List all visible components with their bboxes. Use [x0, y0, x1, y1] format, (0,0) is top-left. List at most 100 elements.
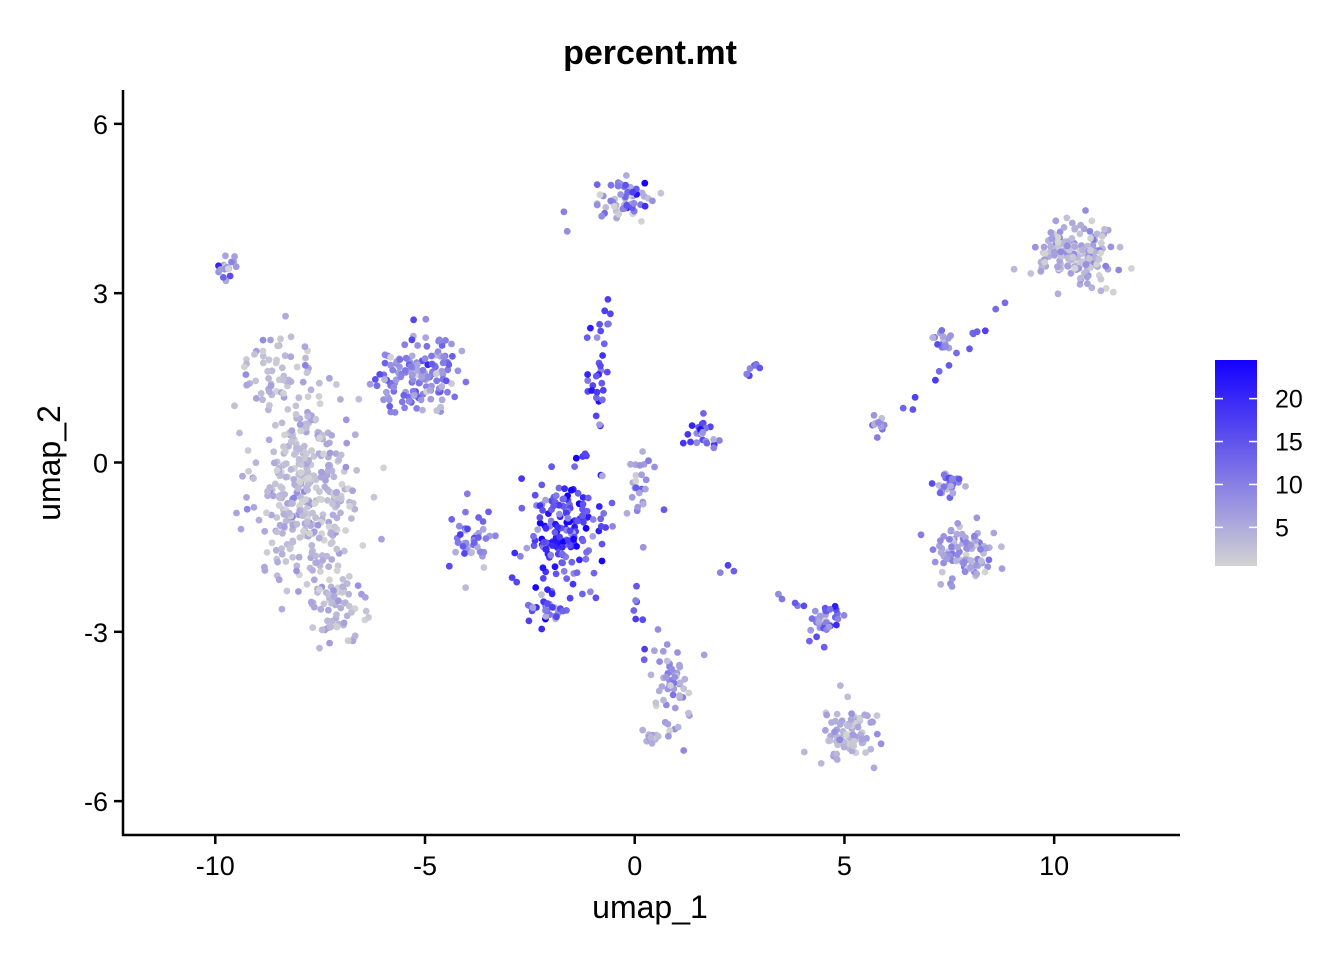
- cell-point: [592, 372, 600, 380]
- cell-point: [222, 252, 229, 260]
- cell-point: [1093, 230, 1101, 238]
- cell-point: [542, 606, 549, 614]
- cell-point: [475, 534, 482, 541]
- cell-point: [328, 556, 336, 563]
- cell-point: [1084, 280, 1091, 288]
- cell-point: [284, 406, 292, 413]
- cell-point: [243, 505, 251, 513]
- cell-point: [593, 388, 601, 396]
- cell-point: [597, 327, 605, 335]
- x-tick-label: -5: [413, 851, 437, 881]
- cell-point: [674, 649, 681, 656]
- cell-point: [1102, 285, 1110, 292]
- cell-point: [676, 692, 683, 700]
- cell-point: [574, 517, 582, 525]
- cell-point: [954, 520, 962, 527]
- cell-point: [566, 594, 574, 602]
- cell-point: [259, 352, 267, 360]
- cell-point: [1069, 253, 1076, 261]
- cell-point: [665, 732, 672, 740]
- cell-point: [419, 406, 426, 414]
- cell-point: [607, 310, 614, 318]
- colorbar: [1215, 360, 1257, 566]
- cell-point: [361, 594, 369, 601]
- cell-point: [647, 733, 655, 741]
- cell-point: [1082, 207, 1089, 214]
- cell-point: [373, 382, 381, 390]
- cell-point: [648, 739, 656, 747]
- cell-point: [929, 546, 937, 553]
- cell-point: [605, 320, 612, 328]
- cell-point: [676, 663, 684, 671]
- cell-point: [282, 517, 290, 525]
- cell-point: [542, 546, 550, 553]
- cell-point: [560, 495, 568, 503]
- cell-point: [627, 460, 634, 468]
- cell-point: [308, 549, 316, 557]
- cell-point: [958, 530, 966, 538]
- cell-point: [328, 539, 336, 546]
- cell-point: [967, 563, 975, 571]
- cell-point: [551, 563, 559, 571]
- cell-point: [967, 541, 975, 549]
- cell-point: [813, 633, 820, 641]
- cell-point: [287, 333, 295, 341]
- cell-point: [639, 500, 647, 508]
- cell-point: [931, 558, 939, 566]
- cell-point: [671, 673, 679, 681]
- cell-point: [1107, 243, 1115, 251]
- cell-point: [566, 527, 574, 535]
- cell-point: [593, 334, 601, 341]
- cell-point: [266, 402, 273, 409]
- cell-point: [281, 431, 288, 439]
- cell-point: [305, 474, 312, 482]
- cell-point: [549, 604, 556, 611]
- cell-point: [362, 607, 370, 615]
- cell-point: [378, 535, 385, 543]
- y-tick-label: 3: [93, 279, 108, 309]
- cell-point: [475, 514, 482, 521]
- cell-point: [351, 505, 359, 513]
- cell-point: [569, 580, 577, 588]
- cell-point: [710, 436, 717, 443]
- cell-point: [224, 265, 232, 273]
- cell-point: [438, 396, 446, 404]
- cell-point: [297, 469, 305, 476]
- cell-point: [539, 575, 547, 582]
- y-axis-ticks: -6 -3 0 3 6: [84, 110, 123, 817]
- cell-point: [560, 567, 568, 575]
- cell-point: [261, 527, 269, 535]
- cell-point: [413, 361, 421, 369]
- cell-point: [335, 456, 343, 464]
- cell-point: [641, 179, 649, 187]
- cell-point: [462, 378, 470, 386]
- cell-point: [317, 473, 325, 481]
- cell-point: [638, 471, 645, 479]
- cell-point: [847, 716, 855, 723]
- cell-point: [1095, 255, 1103, 263]
- cell-point: [427, 395, 435, 403]
- cell-point: [243, 494, 250, 501]
- cell-point: [280, 390, 287, 397]
- cell-point: [600, 510, 608, 517]
- cell-point: [398, 398, 406, 406]
- cell-point: [407, 363, 415, 370]
- cell-point: [242, 371, 250, 378]
- cell-point: [391, 409, 399, 416]
- cell-point: [834, 615, 842, 623]
- cell-point: [316, 400, 324, 408]
- cell-point: [461, 550, 468, 557]
- cell-point: [267, 382, 275, 390]
- cell-point: [292, 411, 300, 418]
- cell-point: [639, 616, 647, 624]
- cell-point: [628, 493, 636, 501]
- cell-point: [593, 181, 601, 189]
- cell-point: [848, 710, 855, 718]
- cell-point: [743, 370, 751, 378]
- cell-point: [1082, 261, 1090, 269]
- cell-point: [1098, 239, 1105, 247]
- cell-point: [948, 583, 956, 590]
- cell-point: [909, 406, 917, 413]
- cell-point: [1037, 267, 1045, 275]
- cell-point: [252, 377, 260, 385]
